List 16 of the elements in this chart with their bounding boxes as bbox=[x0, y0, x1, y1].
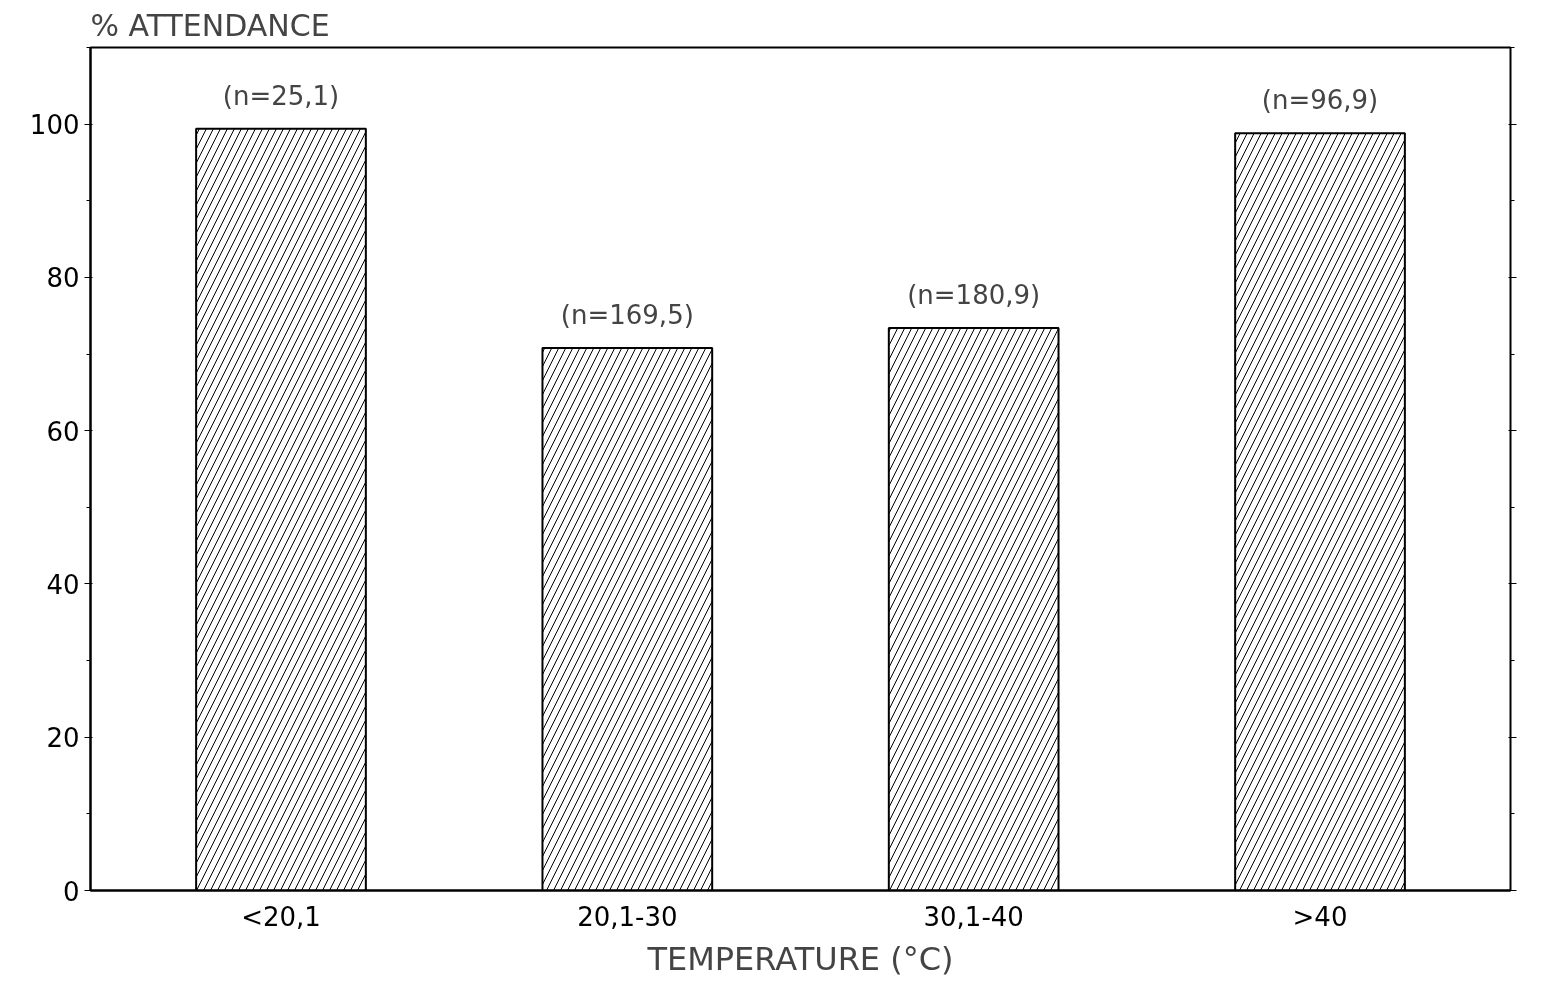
y-tick-label: 60 bbox=[46, 416, 80, 447]
y-axis-title: % ATTENDANCE bbox=[90, 7, 330, 43]
y-tick-label: 20 bbox=[46, 723, 80, 754]
x-tick-label: >40 bbox=[1292, 901, 1348, 932]
annotation: (n=25,1) bbox=[222, 80, 340, 111]
y-tick-label: 40 bbox=[46, 569, 80, 600]
y-tick-label: 100 bbox=[29, 110, 80, 141]
annotation: (n=96,9) bbox=[1261, 85, 1379, 116]
y-tick-label: 0 bbox=[62, 876, 80, 907]
x-tick-label: 30,1-40 bbox=[923, 901, 1024, 932]
y-tick-label: 80 bbox=[46, 263, 80, 294]
annotation: (n=169,5) bbox=[560, 299, 694, 330]
x-tick-label: <20,1 bbox=[241, 901, 321, 932]
annotation: (n=180,9) bbox=[907, 279, 1041, 310]
x-tick-label: 20,1-30 bbox=[577, 901, 678, 932]
x-axis-title: TEMPERATURE (°C) bbox=[646, 939, 954, 978]
